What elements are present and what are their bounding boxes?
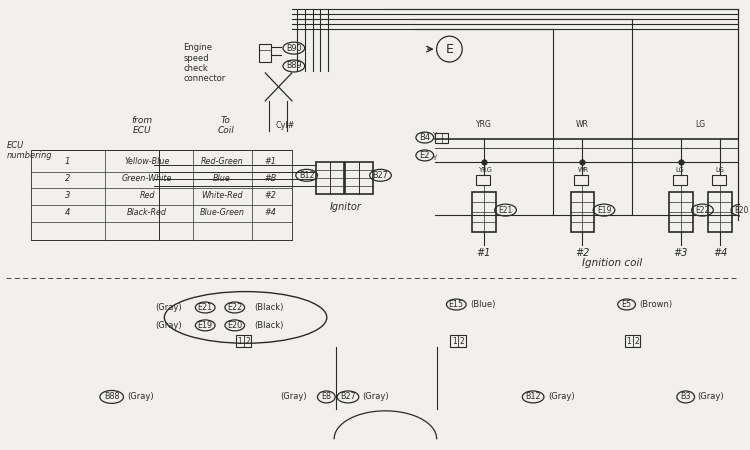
Text: ECU
numbering: ECU numbering bbox=[6, 140, 52, 160]
Text: E: E bbox=[446, 43, 453, 56]
Bar bbox=[712, 176, 726, 185]
Text: (Brown): (Brown) bbox=[640, 300, 673, 309]
Text: Black-Red: Black-Red bbox=[127, 207, 167, 216]
Bar bbox=[669, 192, 692, 232]
Text: Cyl#: Cyl# bbox=[275, 121, 295, 130]
Text: B27: B27 bbox=[340, 392, 356, 401]
Text: 2: 2 bbox=[460, 337, 464, 346]
Text: #4: #4 bbox=[264, 207, 276, 216]
Bar bbox=[345, 162, 373, 194]
Text: Blue: Blue bbox=[213, 174, 231, 183]
Bar bbox=[476, 176, 490, 185]
Text: (Blue): (Blue) bbox=[470, 300, 496, 309]
Text: B88: B88 bbox=[104, 392, 119, 401]
Bar bbox=[435, 133, 448, 143]
Text: 2: 2 bbox=[634, 337, 639, 346]
Text: (Gray): (Gray) bbox=[548, 392, 574, 401]
Bar bbox=[316, 162, 344, 194]
Bar bbox=[472, 192, 496, 232]
Bar bbox=[625, 335, 640, 347]
Text: (Black): (Black) bbox=[254, 321, 284, 330]
Text: Green-White: Green-White bbox=[122, 174, 172, 183]
Bar bbox=[451, 335, 466, 347]
Text: E19: E19 bbox=[198, 321, 213, 330]
Text: (Gray): (Gray) bbox=[698, 392, 724, 401]
Text: 1: 1 bbox=[452, 337, 457, 346]
Text: #3: #3 bbox=[674, 248, 688, 258]
Bar bbox=[260, 44, 272, 62]
Text: B4: B4 bbox=[419, 133, 430, 142]
Text: #2: #2 bbox=[575, 248, 590, 258]
Text: #B: #B bbox=[264, 174, 276, 183]
Text: Yellow-Blue: Yellow-Blue bbox=[124, 157, 170, 166]
Text: 1: 1 bbox=[626, 337, 631, 346]
Text: WR: WR bbox=[576, 120, 589, 129]
Text: 1: 1 bbox=[237, 337, 242, 346]
Text: (Gray): (Gray) bbox=[362, 392, 388, 401]
Text: 1: 1 bbox=[64, 157, 70, 166]
Text: Ignition coil: Ignition coil bbox=[582, 258, 642, 268]
Text: E5: E5 bbox=[622, 300, 632, 309]
Text: B27: B27 bbox=[373, 171, 388, 180]
Text: #1: #1 bbox=[477, 248, 491, 258]
Text: #4: #4 bbox=[713, 248, 728, 258]
Text: White-Red: White-Red bbox=[201, 191, 243, 200]
Text: from
ECU: from ECU bbox=[132, 116, 153, 135]
Text: Y: Y bbox=[433, 155, 436, 162]
Text: E2: E2 bbox=[419, 151, 430, 160]
Text: (Gray): (Gray) bbox=[155, 321, 182, 330]
Text: B12: B12 bbox=[298, 171, 314, 180]
Text: WR: WR bbox=[578, 167, 589, 173]
Text: LG: LG bbox=[695, 120, 706, 129]
Text: B89: B89 bbox=[286, 62, 302, 71]
Text: E21: E21 bbox=[499, 206, 513, 215]
Text: (Black): (Black) bbox=[254, 303, 284, 312]
Text: Engine
speed
check
connector: Engine speed check connector bbox=[184, 43, 226, 83]
Text: (Gray): (Gray) bbox=[128, 392, 154, 401]
Bar bbox=[236, 335, 251, 347]
Bar bbox=[31, 150, 292, 240]
Bar bbox=[574, 176, 588, 185]
Text: Y: Y bbox=[433, 131, 436, 138]
Text: LG: LG bbox=[676, 167, 685, 173]
Text: YRG: YRG bbox=[476, 120, 492, 129]
Text: B90: B90 bbox=[286, 44, 302, 53]
Text: YRG: YRG bbox=[479, 167, 493, 173]
Text: LG: LG bbox=[716, 167, 724, 173]
Text: (Gray): (Gray) bbox=[280, 392, 307, 401]
Bar bbox=[571, 192, 594, 232]
Text: #1: #1 bbox=[264, 157, 276, 166]
Bar bbox=[673, 176, 687, 185]
Text: 4: 4 bbox=[64, 207, 70, 216]
Text: Blue-Green: Blue-Green bbox=[200, 207, 244, 216]
Text: Red: Red bbox=[140, 191, 154, 200]
Text: E21: E21 bbox=[198, 303, 213, 312]
Text: E15: E15 bbox=[448, 300, 464, 309]
Text: Red-Green: Red-Green bbox=[200, 157, 243, 166]
Text: E8: E8 bbox=[321, 392, 332, 401]
Text: 2: 2 bbox=[64, 174, 70, 183]
Text: 2: 2 bbox=[245, 337, 250, 346]
Text: E19: E19 bbox=[597, 206, 611, 215]
Text: B3: B3 bbox=[680, 392, 691, 401]
Bar bbox=[708, 192, 732, 232]
Text: #2: #2 bbox=[264, 191, 276, 200]
Text: E22: E22 bbox=[227, 303, 242, 312]
Text: B12: B12 bbox=[525, 392, 541, 401]
Text: E20: E20 bbox=[735, 206, 749, 215]
Text: E22: E22 bbox=[695, 206, 709, 215]
Text: Ignitor: Ignitor bbox=[330, 202, 362, 212]
Text: (Gray): (Gray) bbox=[155, 303, 182, 312]
Text: 3: 3 bbox=[64, 191, 70, 200]
Text: To
Coil: To Coil bbox=[217, 116, 234, 135]
Text: E20: E20 bbox=[227, 321, 242, 330]
